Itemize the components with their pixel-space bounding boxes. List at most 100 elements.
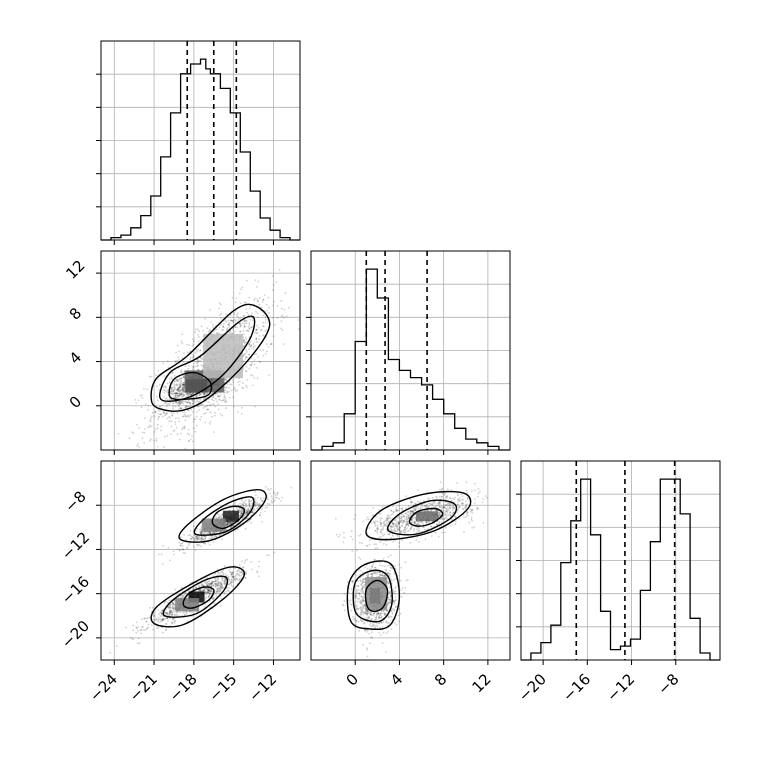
- scatter-point-0-0-625: [265, 350, 268, 353]
- scatter-point-1-0-472: [264, 506, 267, 509]
- scatter-point-2-0-676: [398, 523, 401, 525]
- scatter-point-1-1-626: [206, 584, 209, 587]
- scatter-point-1-1-678: [199, 588, 202, 591]
- scatter-point-0-0-1227: [263, 335, 265, 337]
- scatter-point-0-0-300: [220, 312, 223, 315]
- scatter-point-1-0-177: [195, 535, 198, 538]
- scatter-point-0-0-0: [297, 319, 300, 321]
- scatter-point-0-0-1075: [262, 349, 265, 351]
- scatter-point-0-0-609: [170, 411, 173, 414]
- scatter-point-1-0-367: [161, 563, 164, 565]
- scatter-point-2-0-777: [403, 515, 406, 517]
- scatter-point-1-0-379: [239, 514, 242, 517]
- scatter-point-0-0-1360: [263, 294, 266, 296]
- scatter-point-1-0-205: [158, 553, 160, 556]
- scatter-point-0-0-190: [167, 403, 170, 405]
- scatter-point-0-0-581: [187, 409, 190, 412]
- scatter-point-1-0-482: [183, 533, 185, 536]
- scatter-point-2-0-69: [400, 516, 403, 519]
- scatter-point-2-0-126: [444, 513, 447, 516]
- scatter-point-0-0-1370: [218, 307, 220, 310]
- scatter-point-0-0-589: [260, 349, 262, 351]
- scatter-point-1-1-242: [169, 617, 171, 620]
- scatter-point-0-0-460: [200, 325, 203, 328]
- scatter-point-0-0-1345: [173, 380, 176, 383]
- scatter-point-0-0-1094: [242, 360, 245, 363]
- scatter-point-0-0-1390: [173, 386, 176, 389]
- scatter-point-0-0-743: [159, 457, 161, 459]
- scatter-point-0-1-64: [177, 387, 180, 390]
- scatter-point-2-0-525: [385, 519, 388, 521]
- scatter-point-0-0-821: [192, 403, 195, 405]
- scatter-point-2-0-324: [409, 515, 411, 518]
- scatter-point-1-0-462: [209, 532, 211, 534]
- scatter-point-1-0-598: [230, 522, 232, 524]
- scatter-point-0-1-602: [182, 391, 185, 394]
- scatter-point-2-0-864: [473, 482, 476, 485]
- scatter-point-1-1-864: [233, 577, 236, 580]
- scatter-point-1-0-510: [219, 534, 221, 537]
- scatter-point-2-0-75: [401, 507, 404, 509]
- scatter-point-0-0-510: [213, 431, 215, 433]
- scatter-point-1-1-541: [246, 558, 248, 561]
- scatter-point-1-0-888: [226, 524, 228, 527]
- scatter-point-1-1-157: [209, 592, 212, 594]
- scatter-point-2-0-204: [414, 522, 416, 525]
- scatter-point-1-1-876: [172, 602, 175, 605]
- scatter-point-0-0-137: [182, 384, 185, 386]
- scatter-point-1-0-188: [241, 516, 244, 519]
- scatter-point-2-0-657: [466, 492, 468, 494]
- scatter-point-0-0-70: [172, 412, 175, 415]
- scatter-point-2-0-82: [383, 533, 386, 535]
- scatter-point-0-0-242: [262, 325, 264, 328]
- scatter-point-1-0-48: [248, 502, 251, 505]
- scatter-point-0-0-165: [170, 376, 173, 378]
- scatter-point-0-1-145: [182, 387, 185, 390]
- scatter-point-1-1-978: [218, 589, 221, 592]
- scatter-point-1-0-775: [173, 553, 175, 556]
- scatter-point-1-1-52: [219, 572, 222, 574]
- scatter-point-1-1-34: [231, 575, 234, 578]
- scatter-point-0-0-627: [280, 327, 282, 330]
- scatter-point-2-0-809: [393, 525, 395, 528]
- scatter-point-2-0-703: [391, 525, 394, 527]
- scatter-point-2-0-490: [432, 508, 435, 511]
- scatter-point-1-1-340: [198, 589, 200, 592]
- scatter-point-1-1-965: [199, 602, 202, 605]
- scatter-point-0-0-1277: [182, 361, 185, 364]
- scatter-point-2-0-153: [351, 550, 354, 552]
- scatter-point-1-0-804: [251, 511, 254, 514]
- scatter-point-0-0-1279: [191, 357, 194, 359]
- scatter-point-2-0-527: [464, 506, 466, 509]
- scatter-point-2-0-402: [437, 535, 440, 538]
- scatter-point-2-0-540: [398, 520, 401, 522]
- scatter-point-1-1-239: [234, 575, 237, 577]
- scatter-point-0-0-197: [262, 299, 265, 302]
- scatter-point-0-0-1344: [195, 415, 198, 418]
- scatter-point-1-0-29: [254, 503, 256, 506]
- scatter-point-0-0-611: [184, 406, 187, 409]
- scatter-point-0-0-541: [234, 326, 237, 329]
- scatter-point-1-0-620: [197, 537, 200, 540]
- scatter-point-1-1-657: [109, 652, 112, 654]
- scatter-point-1-1-983: [214, 573, 216, 575]
- scatter-point-0-0-988: [174, 361, 177, 364]
- scatter-point-0-1-68: [182, 383, 185, 386]
- scatter-point-1-1-832: [145, 620, 148, 623]
- scatter-point-2-0-666: [375, 515, 377, 518]
- scatter-point-1-1-738: [176, 611, 179, 614]
- scatter-point-1-1-671: [172, 617, 175, 620]
- scatter-point-2-0-866: [335, 533, 338, 536]
- scatter-point-2-0-578: [380, 530, 382, 533]
- scatter-point-1-1-807: [172, 603, 175, 606]
- scatter-point-1-0-69: [258, 514, 261, 517]
- scatter-point-1-1-224: [136, 642, 139, 645]
- scatter-point-1-1-707: [208, 583, 211, 585]
- scatter-point-0-0-1164: [150, 425, 153, 428]
- scatter-point-1-1-999: [233, 578, 236, 581]
- scatter-point-2-0-26: [467, 514, 469, 517]
- scatter-point-1-0-745: [200, 536, 203, 539]
- scatter-point-2-0-671: [387, 518, 389, 521]
- scatter-point-0-0-931: [252, 346, 255, 348]
- scatter-point-1-0-348: [196, 538, 199, 540]
